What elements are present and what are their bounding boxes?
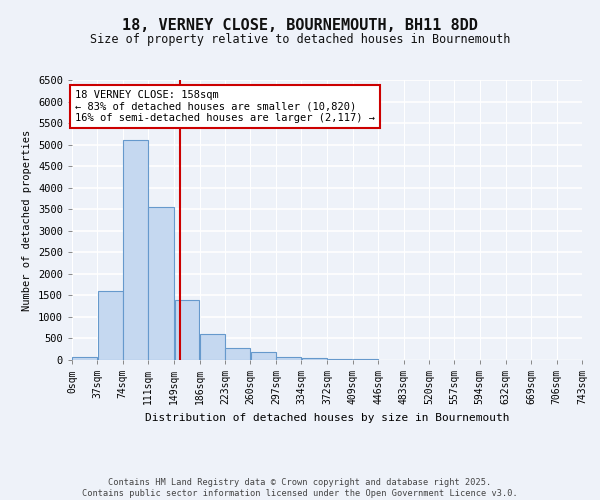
Bar <box>72 357 97 360</box>
Bar <box>200 334 225 360</box>
Bar <box>123 140 148 360</box>
Bar <box>276 357 301 360</box>
Text: 18 VERNEY CLOSE: 158sqm
← 83% of detached houses are smaller (10,820)
16% of sem: 18 VERNEY CLOSE: 158sqm ← 83% of detache… <box>75 90 375 123</box>
Text: Contains HM Land Registry data © Crown copyright and database right 2025.
Contai: Contains HM Land Registry data © Crown c… <box>82 478 518 498</box>
Bar <box>251 352 275 360</box>
Bar <box>175 300 199 360</box>
Bar <box>226 348 250 360</box>
Bar <box>302 358 327 360</box>
Text: 18, VERNEY CLOSE, BOURNEMOUTH, BH11 8DD: 18, VERNEY CLOSE, BOURNEMOUTH, BH11 8DD <box>122 18 478 32</box>
Bar <box>148 207 174 360</box>
Bar <box>98 291 122 360</box>
Y-axis label: Number of detached properties: Number of detached properties <box>22 130 32 310</box>
X-axis label: Distribution of detached houses by size in Bournemouth: Distribution of detached houses by size … <box>145 412 509 422</box>
Bar <box>328 358 352 360</box>
Text: Size of property relative to detached houses in Bournemouth: Size of property relative to detached ho… <box>90 32 510 46</box>
